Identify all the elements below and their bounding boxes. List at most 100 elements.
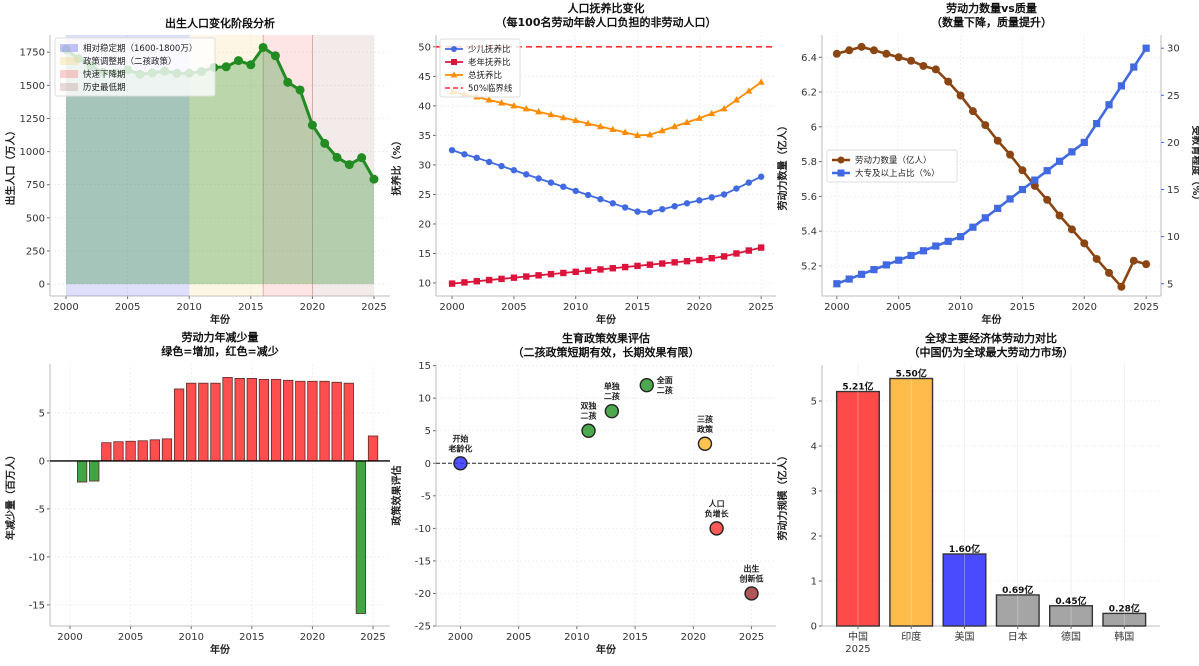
data-point [1031, 176, 1039, 184]
point-annotation: 出生 [744, 563, 760, 573]
data-point [559, 113, 567, 121]
y-tick-label: 5 [39, 408, 45, 419]
data-point [1117, 82, 1126, 90]
data-point [969, 223, 977, 231]
data-point [572, 187, 579, 195]
data-point [658, 126, 666, 134]
bar [76, 460, 88, 483]
data-point [584, 119, 592, 127]
data-point [510, 274, 518, 281]
bar [270, 378, 282, 462]
subplot-2: 人口抚养比变化（每100名劳动年龄人口负担的非劳动人口）101520253035… [390, 1, 776, 326]
point-annotation: 二孩 [657, 385, 673, 395]
y-tick-label: 30 [418, 160, 431, 171]
data-point [733, 250, 740, 257]
data-point [956, 233, 965, 241]
data-point [221, 62, 231, 72]
x-tick-label: 2010 [176, 302, 201, 313]
bar [173, 388, 185, 462]
data-point [581, 423, 596, 438]
point-annotation: 全面 [656, 375, 673, 385]
data-point [597, 266, 604, 273]
x-tick-label: 2020 [687, 302, 712, 313]
data-point [535, 272, 542, 279]
legend-box [439, 38, 521, 98]
y-tick-label: 35 [418, 131, 431, 142]
data-point [634, 131, 642, 138]
x-tick-label: 2020 [300, 302, 325, 313]
x-tick-label: 2020 [681, 632, 706, 643]
data-point [956, 91, 965, 100]
y-axis-label: 出生人口（万人） [4, 126, 17, 206]
bar [942, 553, 987, 627]
x-axis-label: 年份 [210, 313, 231, 326]
data-point [745, 247, 752, 254]
chart-title: 生育政策效果评估 [562, 331, 650, 345]
bar-value-label: 0.69亿 [1002, 584, 1033, 596]
data-point [547, 179, 555, 186]
series-line [451, 149, 762, 214]
y-tick-label: 5.6 [801, 192, 817, 203]
chart-title: 全球主要经济体劳动力对比 [924, 331, 1057, 345]
legend-item: 劳动力数量（亿人） [832, 155, 932, 166]
data-point [609, 200, 616, 207]
data-point [560, 183, 567, 190]
data-point [307, 120, 317, 130]
point-annotation: 老龄化 [447, 443, 472, 453]
data-point [944, 237, 952, 245]
bar [995, 594, 1040, 627]
data-point [246, 60, 256, 70]
y-tick-label: 1 [811, 577, 817, 588]
y-tick-label: -5 [35, 504, 45, 515]
x-tick-label: 2015 [625, 302, 650, 313]
legend-swatch [60, 57, 78, 65]
bar-value-label: 1.60亿 [949, 543, 980, 555]
x-tick-label: 2020 [1072, 302, 1097, 313]
point-annotation: 负增长 [705, 508, 730, 518]
y-tick-label: 750 [26, 180, 45, 191]
data-point [332, 152, 342, 162]
legend-swatch [60, 44, 78, 52]
legend-box [54, 37, 216, 97]
data-point [621, 204, 629, 211]
y-tick-label: 1750 [20, 48, 45, 59]
x-tick-label: 印度 [901, 630, 921, 643]
data-point [547, 270, 555, 278]
y-tick-label: 5.2 [801, 261, 817, 272]
data-point [646, 261, 654, 268]
subplot-5: 生育政策效果评估（二孩政策短期有效，长期效果有限） -25 -20 -15 -10 -5 0… [390, 331, 776, 656]
x-tick-label: 2015 [239, 632, 264, 643]
data-point [683, 257, 691, 265]
y-tick-label: 6 [811, 122, 817, 133]
data-point [233, 56, 243, 66]
point-annotation: 开始 [452, 433, 468, 443]
x-tick-label: 2025 [361, 302, 386, 313]
data-point [295, 85, 305, 95]
bar [355, 460, 367, 614]
data-point [634, 208, 641, 215]
y-tick-label: 0 [39, 280, 45, 291]
y-tick-label: 500 [26, 213, 45, 224]
legend-label: 相对稳定期（1600-1800万） [83, 43, 197, 54]
data-point [944, 77, 953, 86]
area-fill [66, 47, 374, 285]
data-point [993, 136, 1002, 145]
x-tick-label: 2000 [57, 632, 82, 643]
bar [101, 442, 112, 462]
bar [234, 377, 245, 462]
data-point [357, 153, 367, 163]
y-tick-label: 10 [418, 394, 431, 405]
y-axis-label: 劳动力数量（亿人） [776, 121, 789, 211]
legend-box [826, 149, 958, 183]
y-tick-label: 5.4 [801, 227, 817, 238]
data-point [757, 173, 765, 180]
data-point [1080, 138, 1088, 147]
data-point [708, 255, 715, 262]
y-tick-label: 0 [425, 459, 431, 470]
data-point [485, 276, 493, 284]
point-annotation: 三孩 [697, 414, 713, 424]
legend-marker [450, 71, 458, 78]
